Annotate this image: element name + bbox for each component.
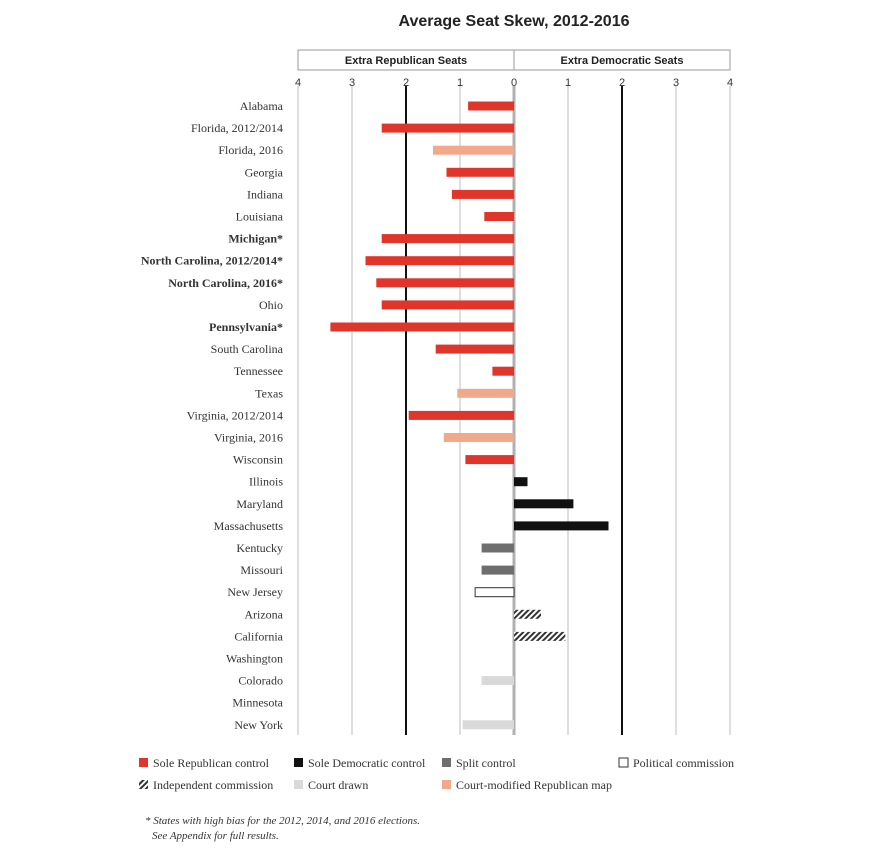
category-label: Arizona xyxy=(244,607,283,621)
legend-label: Political commission xyxy=(633,756,734,770)
category-label: Massachusetts xyxy=(214,519,284,533)
bar xyxy=(330,322,514,332)
bar xyxy=(462,720,514,730)
category-label: New Jersey xyxy=(227,585,283,599)
category-label: Indiana xyxy=(247,187,284,201)
bar xyxy=(433,145,514,155)
category-label: Minnesota xyxy=(232,696,283,710)
category-label: Michigan* xyxy=(228,232,283,246)
legend-swatch xyxy=(294,780,303,789)
legend-label: Court-modified Republican map xyxy=(456,778,612,792)
legend-swatch xyxy=(139,780,148,789)
category-label: Texas xyxy=(255,386,283,400)
category-label: Colorado xyxy=(238,674,283,688)
legend-swatch xyxy=(139,758,148,767)
x-tick-label: 2 xyxy=(403,77,409,89)
bar xyxy=(474,587,515,598)
category-label: Washington xyxy=(226,652,283,666)
category-label: Kentucky xyxy=(236,541,283,555)
category-label: Missouri xyxy=(240,563,283,577)
x-axis-ticks: 4 3 2 1 0 1 2 3 4 xyxy=(295,77,733,89)
category-label: New York xyxy=(234,718,283,732)
category-labels: Alabama Florida, 2012/2014 Florida, 2016 Ge… xyxy=(141,99,284,732)
category-label: Maryland xyxy=(236,497,283,511)
bar xyxy=(492,366,514,376)
bar xyxy=(376,278,514,288)
legend-label: Independent commission xyxy=(153,778,273,792)
bar xyxy=(514,477,528,487)
bar xyxy=(465,455,514,465)
x-tick-label: 1 xyxy=(565,77,571,89)
bar xyxy=(446,167,514,177)
category-label: Louisiana xyxy=(236,210,284,224)
x-tick-label: 1 xyxy=(457,77,463,89)
footnote-line-1: * States with high bias for the 2012, 20… xyxy=(145,815,420,827)
bar xyxy=(381,234,514,244)
legend-swatch xyxy=(442,758,451,767)
category-label: Ohio xyxy=(259,298,283,312)
category-label: North Carolina, 2012/2014* xyxy=(141,254,283,268)
bar xyxy=(484,212,514,221)
x-tick-label: 4 xyxy=(295,77,301,89)
bar xyxy=(468,101,514,111)
bar xyxy=(514,631,566,641)
category-label: Virginia, 2012/2014 xyxy=(187,408,283,422)
legend-label: Court drawn xyxy=(308,778,368,792)
legend-label: Sole Republican control xyxy=(153,756,270,770)
bar xyxy=(481,676,514,686)
bar xyxy=(514,499,574,509)
bar xyxy=(481,565,514,575)
legend-swatch xyxy=(294,758,303,767)
category-label: Virginia, 2016 xyxy=(214,431,283,445)
category-label: California xyxy=(234,629,283,643)
bar xyxy=(514,521,609,531)
x-tick-label: 4 xyxy=(727,77,733,89)
legend-swatch xyxy=(442,780,451,789)
chart-title: Average Seat Skew, 2012-2016 xyxy=(399,13,630,30)
legend-swatch xyxy=(618,757,629,768)
bar xyxy=(443,433,514,442)
bar xyxy=(408,410,514,420)
category-label: South Carolina xyxy=(211,342,284,356)
header-extra-republican: Extra Republican Seats xyxy=(345,55,467,67)
bar xyxy=(451,189,514,199)
category-label: Illinois xyxy=(249,475,283,489)
bar xyxy=(365,256,514,266)
bar xyxy=(457,388,514,398)
bar xyxy=(481,543,514,553)
bar xyxy=(381,123,514,133)
category-label: Georgia xyxy=(245,165,284,179)
bar xyxy=(381,300,514,310)
bar xyxy=(514,609,541,619)
header-row: Extra Republican Seats Extra Democratic … xyxy=(297,49,731,71)
category-label: Pennsylvania* xyxy=(209,320,283,334)
category-label: Tennessee xyxy=(234,364,283,378)
x-tick-label: 3 xyxy=(349,77,355,89)
header-extra-democratic: Extra Democratic Seats xyxy=(561,55,684,67)
legend-label: Split control xyxy=(456,756,516,770)
footnote: * States with high bias for the 2012, 20… xyxy=(145,815,420,842)
category-label: Alabama xyxy=(240,99,284,113)
bar xyxy=(435,344,514,354)
x-tick-label: 3 xyxy=(673,77,679,89)
x-tick-label: 0 xyxy=(511,77,517,89)
legend: Sole Republican control Sole Democratic c… xyxy=(139,756,734,792)
category-label: Wisconsin xyxy=(233,453,283,467)
category-label: Florida, 2016 xyxy=(218,143,283,157)
bars xyxy=(330,101,609,730)
footnote-line-2: See Appendix for full results. xyxy=(152,830,279,842)
x-tick-label: 2 xyxy=(619,77,625,89)
category-label: North Carolina, 2016* xyxy=(168,276,283,290)
category-label: Florida, 2012/2014 xyxy=(191,121,283,135)
legend-label: Sole Democratic control xyxy=(308,756,426,770)
